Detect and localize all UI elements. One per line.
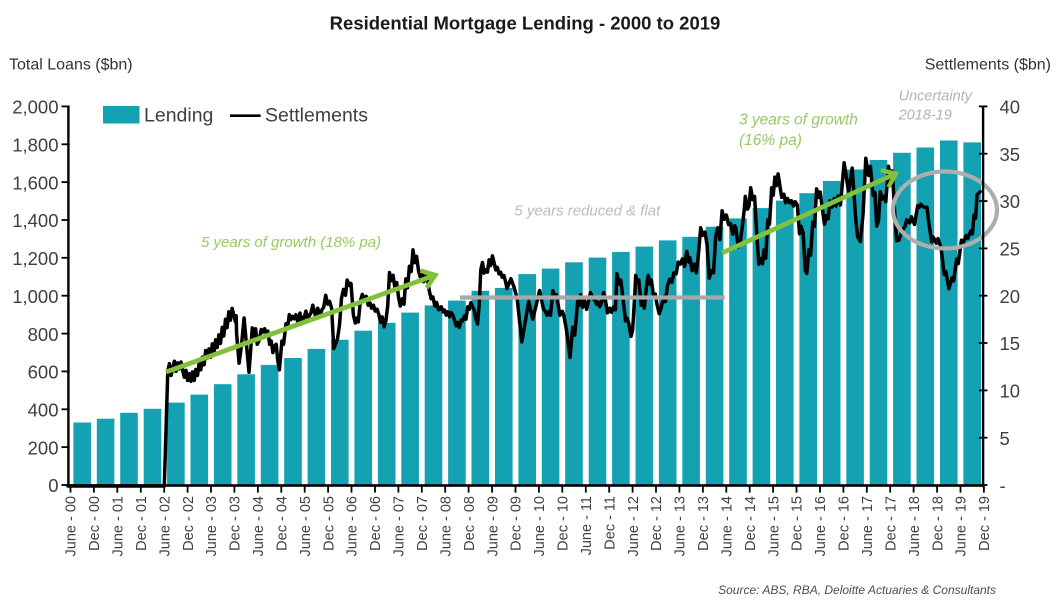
svg-text:1,400: 1,400 [12,210,58,231]
svg-text:June - 06: June - 06 [345,496,361,556]
svg-text:15: 15 [1000,333,1021,354]
svg-text:25: 25 [1000,239,1021,260]
svg-text:Dec - 12: Dec - 12 [649,496,665,551]
svg-text:5: 5 [1000,428,1010,449]
svg-text:40: 40 [1000,97,1021,118]
svg-text:Dec - 17: Dec - 17 [883,496,899,551]
svg-text:Lending: Lending [144,105,213,127]
svg-text:June - 09: June - 09 [485,496,501,556]
svg-text:June - 07: June - 07 [392,496,408,556]
svg-text:June - 15: June - 15 [766,496,782,556]
svg-text:(16% pa): (16% pa) [739,132,802,149]
svg-text:Dec - 06: Dec - 06 [368,496,384,551]
svg-text:June - 08: June - 08 [438,496,454,556]
svg-text:1,600: 1,600 [12,172,58,193]
svg-text:June - 19: June - 19 [954,496,970,556]
svg-text:June - 11: June - 11 [579,496,595,555]
svg-text:Dec - 08: Dec - 08 [462,496,478,551]
svg-text:Dec - 09: Dec - 09 [509,496,525,551]
svg-text:2,000: 2,000 [12,97,58,118]
svg-text:Dec - 10: Dec - 10 [556,496,572,551]
svg-text:June - 03: June - 03 [204,496,220,556]
svg-text:Dec - 05: Dec - 05 [321,496,337,551]
svg-text:5 years reduced & flat: 5 years reduced & flat [514,203,661,220]
svg-text:Dec - 00: Dec - 00 [87,496,103,551]
svg-text:Dec - 04: Dec - 04 [275,496,291,551]
svg-text:June - 13: June - 13 [673,496,689,556]
svg-text:1,200: 1,200 [12,248,58,269]
svg-text:3 years of growth: 3 years of growth [739,112,858,129]
svg-text:Dec - 07: Dec - 07 [415,496,431,551]
svg-text:Dec - 16: Dec - 16 [837,496,853,551]
svg-text:Dec - 01: Dec - 01 [134,496,150,551]
svg-text:35: 35 [1000,144,1021,165]
svg-text:-: - [1000,475,1006,496]
svg-text:Dec - 18: Dec - 18 [930,496,946,551]
svg-text:June - 12: June - 12 [626,496,642,556]
svg-text:Settlements: Settlements [265,105,368,127]
svg-text:2018-19: 2018-19 [898,107,952,123]
svg-text:0: 0 [48,475,58,496]
svg-text:June - 17: June - 17 [860,496,876,556]
svg-text:1,800: 1,800 [12,135,58,156]
svg-text:Dec - 19: Dec - 19 [977,496,993,551]
svg-text:Uncertainty: Uncertainty [899,88,973,104]
svg-text:Dec - 03: Dec - 03 [228,496,244,551]
svg-text:Dec - 14: Dec - 14 [743,496,759,551]
svg-text:June - 01: June - 01 [111,496,127,556]
svg-text:Source: ABS, RBA, Deloitte Act: Source: ABS, RBA, Deloitte Actuaries & C… [718,583,996,597]
svg-text:400: 400 [28,400,59,421]
svg-text:June - 05: June - 05 [298,496,314,556]
svg-text:Settlements ($bn): Settlements ($bn) [925,57,1051,74]
svg-text:June - 10: June - 10 [532,496,548,556]
svg-text:5 years of growth (18% pa): 5 years of growth (18% pa) [201,234,381,251]
svg-text:June - 04: June - 04 [251,496,267,556]
svg-text:20: 20 [1000,286,1021,307]
svg-text:June - 02: June - 02 [157,496,173,556]
svg-text:Total Loans ($bn): Total Loans ($bn) [9,57,133,74]
svg-text:30: 30 [1000,191,1021,212]
svg-text:Dec - 15: Dec - 15 [790,496,806,551]
svg-text:10: 10 [1000,381,1021,402]
svg-text:800: 800 [28,324,59,345]
svg-text:June - 16: June - 16 [813,496,829,556]
svg-text:June - 00: June - 00 [64,496,80,556]
svg-text:June - 14: June - 14 [720,496,736,556]
svg-text:Dec - 11: Dec - 11 [602,496,618,550]
svg-text:200: 200 [28,437,59,458]
svg-text:Dec - 02: Dec - 02 [181,496,197,551]
svg-text:Residential Mortgage Lending -: Residential Mortgage Lending - 2000 to 2… [330,13,721,34]
svg-text:1,000: 1,000 [12,286,58,307]
svg-text:June - 18: June - 18 [907,496,923,556]
svg-text:600: 600 [28,362,59,383]
svg-text:Dec - 13: Dec - 13 [696,496,712,551]
